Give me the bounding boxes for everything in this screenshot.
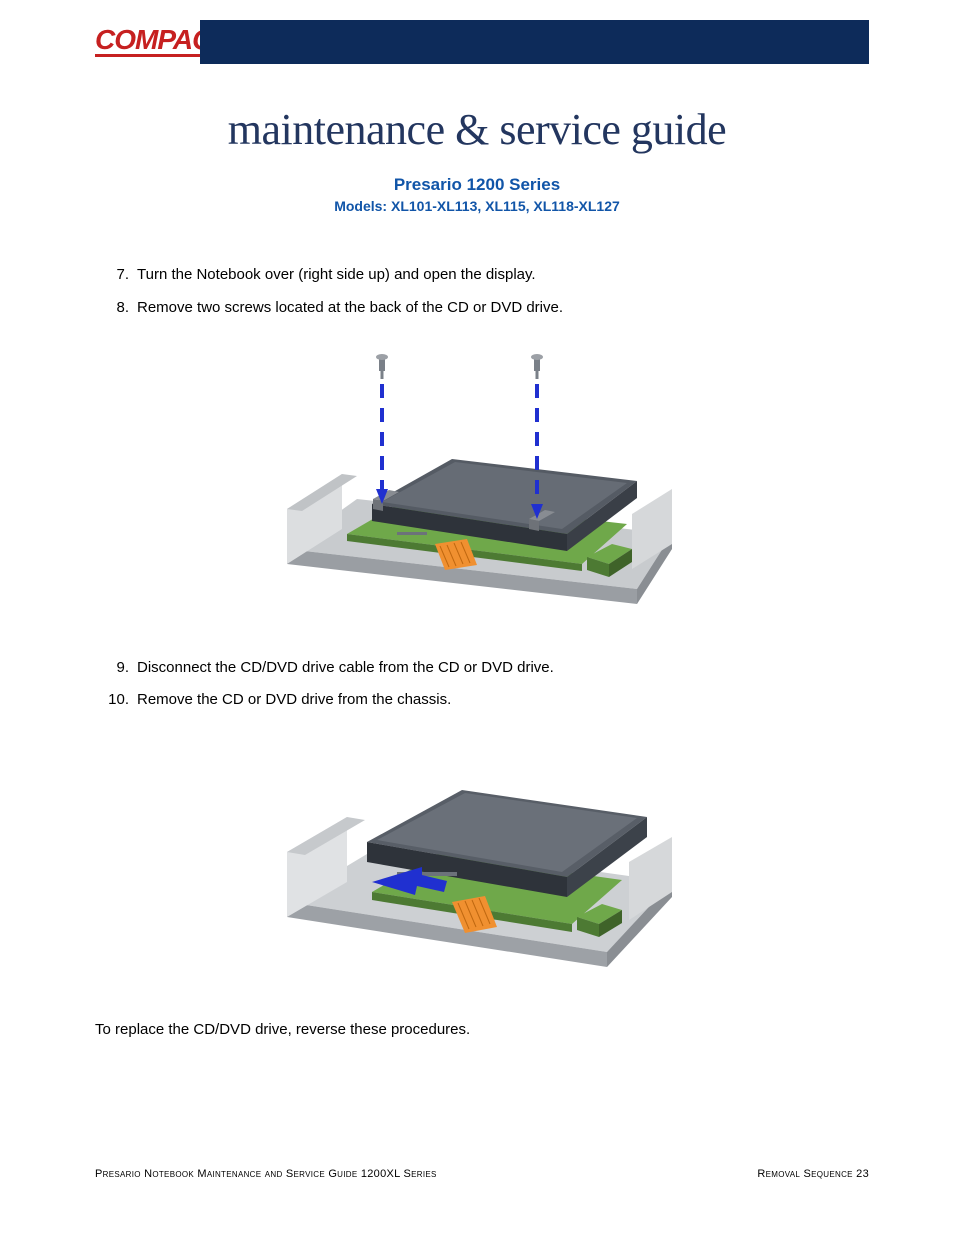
step-row: 8. Remove two screws located at the back… [95, 297, 859, 320]
title-block: maintenance & service guide Presario 120… [0, 104, 954, 214]
footer-left: Presario Notebook Maintenance and Servic… [95, 1168, 437, 1180]
series-label: Presario 1200 Series [0, 175, 954, 195]
step-text: Disconnect the CD/DVD drive cable from t… [137, 657, 859, 680]
brand-logo-text: COMPAQ [95, 27, 213, 57]
footer-page-number: 23 [856, 1168, 869, 1180]
step-text: Turn the Notebook over (right side up) a… [137, 264, 859, 287]
step-number: 9. [95, 657, 137, 680]
closing-text: To replace the CD/DVD drive, reverse the… [95, 1019, 859, 1042]
step-text: Remove the CD or DVD drive from the chas… [137, 689, 859, 712]
page-footer: Presario Notebook Maintenance and Servic… [95, 1168, 869, 1180]
step-row: 10. Remove the CD or DVD drive from the … [95, 689, 859, 712]
illustration-screws [277, 339, 677, 619]
step-text: Remove two screws located at the back of… [137, 297, 859, 320]
step-row: 7. Turn the Notebook over (right side up… [95, 264, 859, 287]
content-area: 7. Turn the Notebook over (right side up… [0, 214, 954, 1042]
figure-drive-removal [95, 732, 859, 990]
footer-right-label: Removal Sequence [757, 1168, 852, 1180]
step-row: 9. Disconnect the CD/DVD drive cable fro… [95, 657, 859, 680]
figure-screw-removal [95, 339, 859, 627]
page-title: maintenance & service guide [0, 104, 954, 155]
step-number: 7. [95, 264, 137, 287]
header-bar [200, 20, 869, 64]
footer-right: Removal Sequence 23 [757, 1168, 869, 1180]
step-number: 8. [95, 297, 137, 320]
header: COMPAQ [0, 0, 954, 64]
models-label: Models: XL101-XL113, XL115, XL118-XL127 [0, 198, 954, 214]
step-number: 10. [95, 689, 137, 712]
illustration-slide-out [277, 732, 677, 982]
brand-logo: COMPAQ [0, 27, 200, 57]
